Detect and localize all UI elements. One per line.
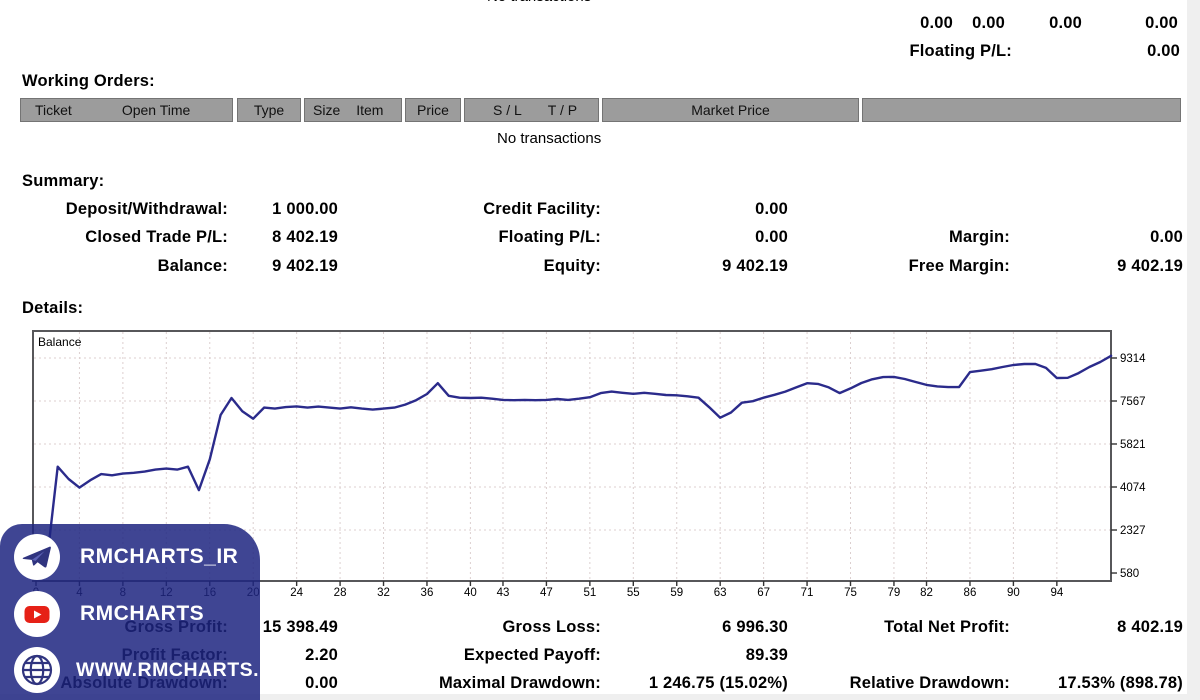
summary-label: Free Margin: [908,257,1010,275]
x-axis-label: 67 [757,587,770,599]
x-axis-label: 47 [540,587,553,599]
x-axis-label: 71 [801,587,814,599]
floating-pl-label: Floating P/L: [909,42,1012,60]
stats-label: Relative Drawdown: [849,674,1010,692]
stats-label: Gross Loss: [502,618,601,636]
watermark-label-youtube: RMCHARTS [80,602,205,625]
x-axis-label: 90 [1007,587,1020,599]
bottom-margin-strip [0,694,1200,700]
x-axis-label: 79 [888,587,901,599]
column-header-label: Open Time [121,102,191,118]
summary-value: 0.00 [755,200,788,218]
x-axis-label: 40 [464,587,477,599]
y-axis-label: 7567 [1120,396,1146,408]
x-axis-label: 32 [377,587,390,599]
open-trades-total-value: 0.00 [920,14,953,32]
stats-label: Maximal Drawdown: [438,674,601,692]
column-header-cell: S / L T / P [464,98,599,122]
column-header-label: S / L [493,102,522,118]
open-trades-total-value: 0.00 [972,14,1005,32]
stats-value: 15 398.49 [262,618,338,636]
watermark-row-youtube: RMCHARTS [14,591,204,637]
x-axis-label: 55 [627,587,640,599]
x-axis-label: 51 [583,587,596,599]
globe-icon [14,647,60,693]
x-axis-label: 75 [844,587,857,599]
summary-value: 9 402.19 [722,257,788,275]
x-axis-label: 59 [670,587,683,599]
summary-label: Equity: [543,257,601,275]
watermark-row-website: WWW.RMCHARTS.IR [14,647,280,693]
right-margin-strip [1187,0,1200,700]
y-axis-label: 580 [1120,568,1139,580]
stats-label: Total Net Profit: [884,618,1010,636]
stats-label: Expected Payoff: [463,646,601,664]
watermark-overlay: RMCHARTS_IR RMCHARTS WW [0,524,279,700]
summary-label: Floating P/L: [498,228,601,246]
summary-label: Credit Facility: [483,200,601,218]
column-header-cell [862,98,1181,122]
column-header-label: Market Price [691,102,770,118]
y-axis-label: 9314 [1120,353,1146,365]
column-header-label: Size [313,102,341,118]
summary-label: Margin: [949,228,1010,246]
watermark-label-website: WWW.RMCHARTS.IR [76,658,280,681]
chart-series-label: Balance [38,335,82,349]
column-header-cell: Type [237,98,301,122]
open-trades-empty-text-clipped: No transactions [487,0,591,8]
working-orders-title: Working Orders: [22,72,155,90]
summary-title: Summary: [22,172,105,190]
column-header-label: Price [417,102,449,118]
summary-label: Balance: [157,257,228,275]
column-header-cell: Ticket Open Time [20,98,233,122]
column-header-cell: Price [405,98,461,122]
x-axis-label: 24 [290,587,303,599]
stats-value: 1 246.75 (15.02%) [648,674,788,692]
summary-value: 9 402.19 [272,257,338,275]
stats-value: 89.39 [745,646,788,664]
summary-value: 9 402.19 [1117,257,1183,275]
summary-value: 8 402.19 [272,228,338,246]
details-title: Details: [22,299,84,317]
x-axis-label: 94 [1050,587,1063,599]
open-trades-total-value: 0.00 [1049,14,1082,32]
summary-value: 0.00 [755,228,788,246]
column-header-label: T / P [547,102,578,118]
watermark-label-telegram: RMCHARTS_IR [80,545,239,568]
floating-pl-value: 0.00 [1147,42,1180,60]
summary-label: Closed Trade P/L: [85,228,228,246]
column-header-label: Item [356,102,384,118]
balance-line-series [34,354,1113,564]
telegram-icon [14,534,60,580]
x-axis-label: 28 [334,587,347,599]
y-axis-label: 4074 [1120,482,1146,494]
stats-value: 2.20 [305,646,338,664]
stats-value: 6 996.30 [722,618,788,636]
stats-value: 0.00 [305,674,338,692]
y-axis-label: 2327 [1120,525,1146,537]
column-header-label: Type [253,102,285,118]
open-trades-total-value: 0.00 [1145,14,1178,32]
summary-value: 1 000.00 [272,200,338,218]
summary-label: Deposit/Withdrawal: [65,200,228,218]
stats-value: 8 402.19 [1117,618,1183,636]
column-header-label: Ticket [35,102,72,118]
summary-value: 0.00 [1150,228,1183,246]
column-header-cell: Market Price [602,98,859,122]
y-axis-label: 5821 [1120,439,1146,451]
x-axis-label: 43 [497,587,510,599]
x-axis-label: 36 [421,587,434,599]
x-axis-label: 86 [964,587,977,599]
column-header-cell: Size Item [304,98,402,122]
working-orders-empty-text: No transactions [497,130,602,147]
x-axis-label: 82 [920,587,933,599]
youtube-icon [14,591,60,637]
x-axis-label: 63 [714,587,727,599]
watermark-row-telegram: RMCHARTS_IR [14,534,238,580]
stats-value: 17.53% (898.78) [1057,674,1183,692]
